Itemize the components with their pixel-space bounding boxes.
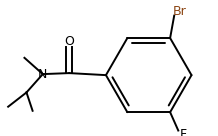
Text: O: O: [64, 35, 74, 48]
Text: N: N: [38, 68, 48, 81]
Text: Br: Br: [172, 5, 186, 18]
Text: F: F: [180, 128, 187, 136]
